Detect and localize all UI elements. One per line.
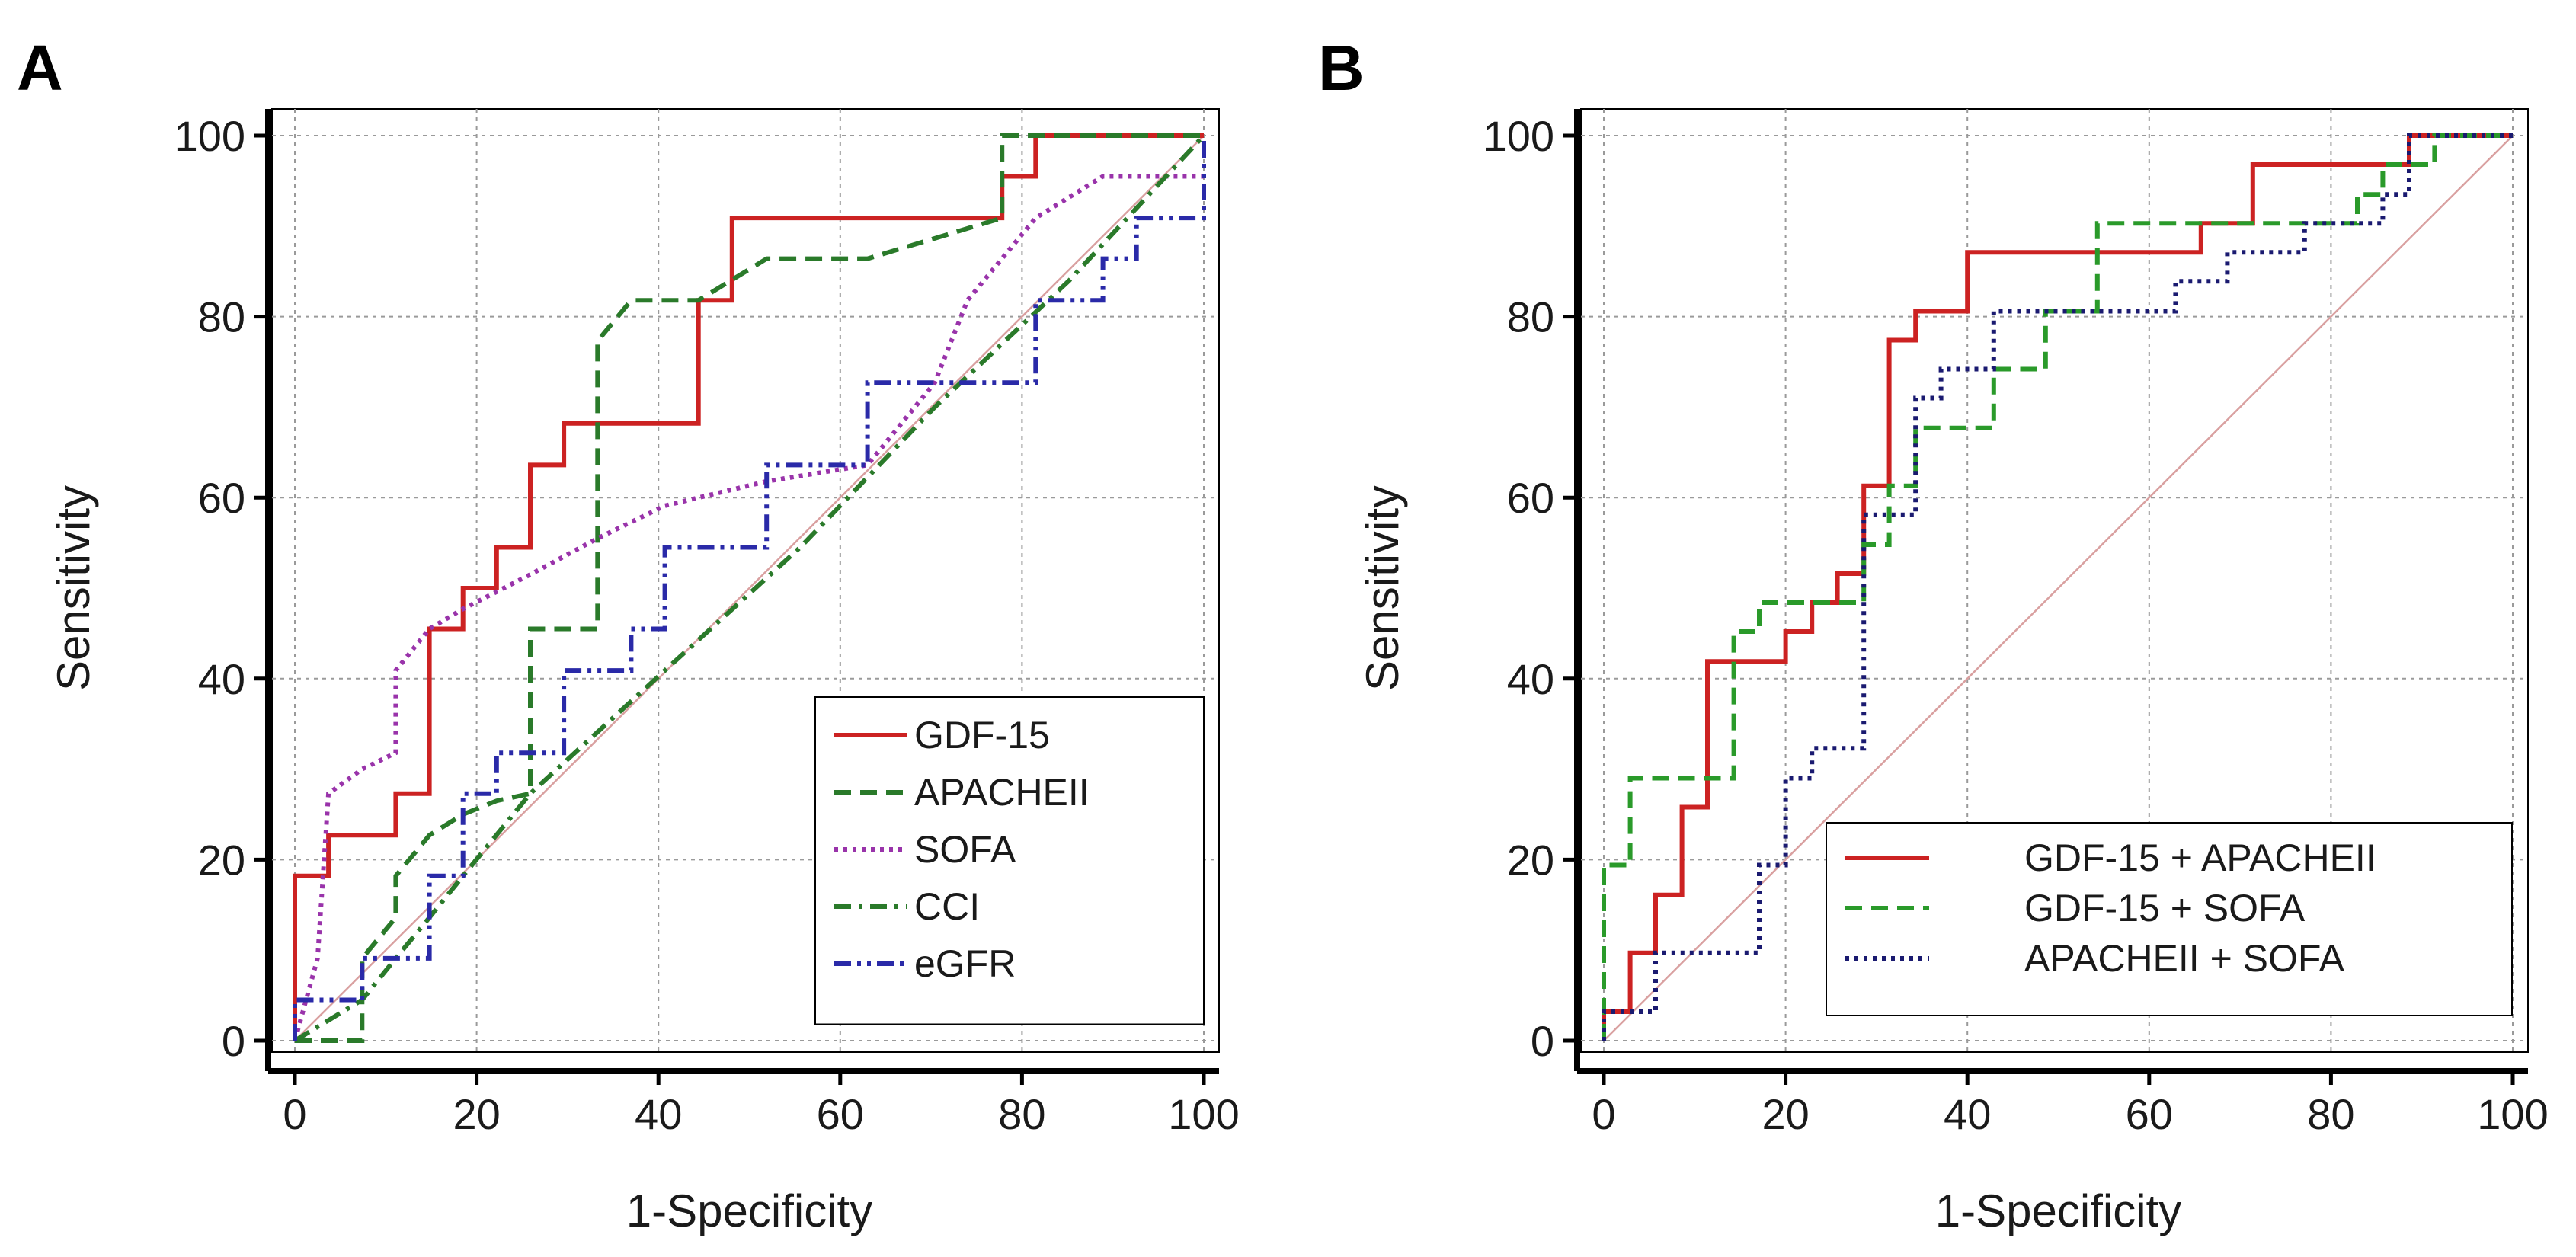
x-tick-label: 40 [635, 1090, 682, 1138]
x-tick-label: 60 [2126, 1090, 2173, 1138]
x-tick-label: 0 [1592, 1090, 1615, 1138]
series-line-sofa [293, 174, 1204, 1041]
y-tick-label: 60 [198, 474, 245, 522]
y-tick-label: 20 [198, 836, 245, 884]
panel-a: A 0 20 40 60 80 100 0 20 40 60 80 100 1-Specificity Se… [17, 32, 1240, 1236]
legend-label: CCI [914, 885, 980, 928]
x-tick-label: 60 [817, 1090, 864, 1138]
reference-diagonal [294, 135, 1205, 1041]
y-tick-label: 0 [1531, 1017, 1554, 1065]
legend-label: GDF-15 + APACHEII [2024, 836, 2376, 879]
x-tick-label: 100 [2477, 1090, 2548, 1138]
series-line-gdf-15-sofa [1602, 133, 2513, 1041]
y-tick-label: 20 [1507, 836, 1554, 884]
y-axis-title: Sensitivity [1357, 485, 1408, 691]
legend-label: eGFR [914, 942, 1016, 985]
x-tick-label: 80 [2307, 1090, 2354, 1138]
legend: GDF-15 APACHEII SOFA CCI eGFR [814, 696, 1205, 1025]
legend: GDF-15 + APACHEII GDF-15 + SOFA APACHEII +… [1826, 822, 2513, 1016]
legend-box [814, 696, 1205, 1025]
y-tick-label: 100 [1483, 112, 1554, 160]
legend-label: APACHEII [914, 771, 1090, 814]
y-tick-label: 80 [1507, 293, 1554, 341]
series-line-egfr [293, 136, 1206, 1041]
x-tick-label: 40 [1944, 1090, 1991, 1138]
x-tick-label: 80 [998, 1090, 1045, 1138]
y-axis-title: Sensitivity [48, 485, 99, 691]
legend-label: GDF-15 + SOFA [2024, 887, 2306, 929]
y-tick-label: 0 [222, 1017, 245, 1065]
x-tick-label: 100 [1168, 1090, 1239, 1138]
y-tick-label: 40 [198, 655, 245, 703]
plot-frame [271, 108, 1220, 1053]
reference-diagonal [1603, 135, 2514, 1041]
x-tick-label: 20 [1762, 1090, 1809, 1138]
legend-label: GDF-15 [914, 714, 1050, 756]
series-line-apacheii [295, 133, 1204, 1043]
x-axis-title: 1-Specificity [626, 1185, 872, 1236]
x-tick-label: 0 [283, 1090, 306, 1138]
series-line-gdf-15 [293, 133, 1204, 1041]
y-tick-label: 60 [1507, 474, 1554, 522]
x-axis-title: 1-Specificity [1935, 1185, 2181, 1236]
x-tick-label: 20 [453, 1090, 500, 1138]
panel-letter: B [1318, 32, 1365, 104]
y-tick-label: 100 [174, 112, 245, 160]
plot-frame [1580, 108, 2529, 1053]
series-line-cci [293, 133, 1206, 1043]
y-tick-label: 40 [1507, 655, 1554, 703]
series-line-apacheii-sofa [1602, 133, 2513, 1041]
panel-b: B 0 20 40 60 80 100 0 20 40 60 80 100 1-Specificity Se… [1318, 32, 2549, 1236]
legend-label: SOFA [914, 828, 1016, 871]
y-tick-label: 80 [198, 293, 245, 341]
legend-box [1826, 822, 2513, 1016]
legend-label: APACHEII + SOFA [2024, 937, 2345, 980]
panel-letter: A [17, 32, 63, 104]
